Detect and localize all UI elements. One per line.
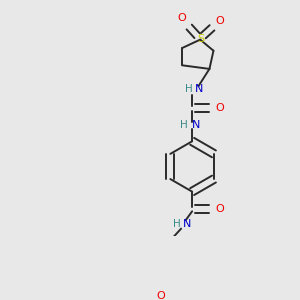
- Text: O: O: [215, 204, 224, 214]
- Text: O: O: [215, 16, 224, 26]
- Text: O: O: [178, 14, 187, 23]
- Text: H: H: [172, 219, 180, 229]
- Text: H: H: [185, 84, 193, 94]
- Text: H: H: [180, 120, 188, 130]
- Text: N: N: [195, 84, 203, 94]
- Text: O: O: [215, 103, 224, 113]
- Text: N: N: [183, 219, 192, 229]
- Text: N: N: [192, 120, 200, 130]
- Text: O: O: [156, 291, 165, 300]
- Text: S: S: [197, 34, 204, 44]
